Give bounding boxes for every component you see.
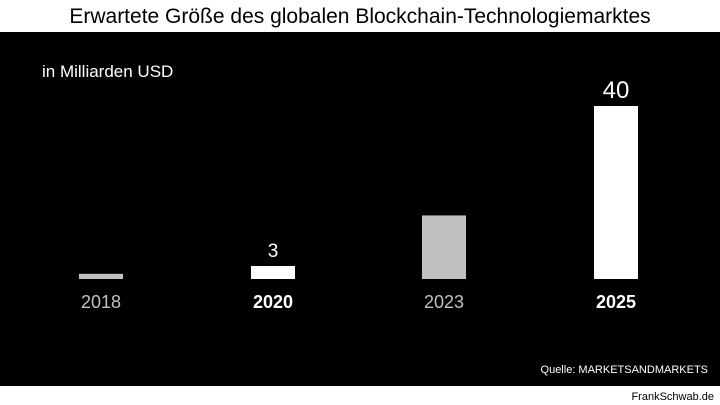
tick-label-2023: 2023 xyxy=(424,292,464,312)
bar-2023 xyxy=(422,215,466,279)
tick-label-2018: 2018 xyxy=(81,292,121,312)
data-label-2020: 3 xyxy=(268,241,279,262)
bar-2025 xyxy=(594,106,638,279)
bar-chart: 2018 2020 3 2023 2025 40 xyxy=(79,77,638,312)
tick-label-2025: 2025 xyxy=(596,292,636,312)
data-label-2025: 40 xyxy=(603,77,630,104)
bar-2018 xyxy=(79,273,123,279)
chart-title: Erwartete Größe des globalen Blockchain-… xyxy=(69,5,651,28)
source-note: Quelle: MARKETSANDMARKETS xyxy=(540,364,708,376)
unit-label: in Milliarden USD xyxy=(42,62,174,81)
bar-2020 xyxy=(251,266,295,279)
footer-credit: FrankSchwab.de xyxy=(631,391,714,403)
tick-label-2020: 2020 xyxy=(253,292,293,312)
